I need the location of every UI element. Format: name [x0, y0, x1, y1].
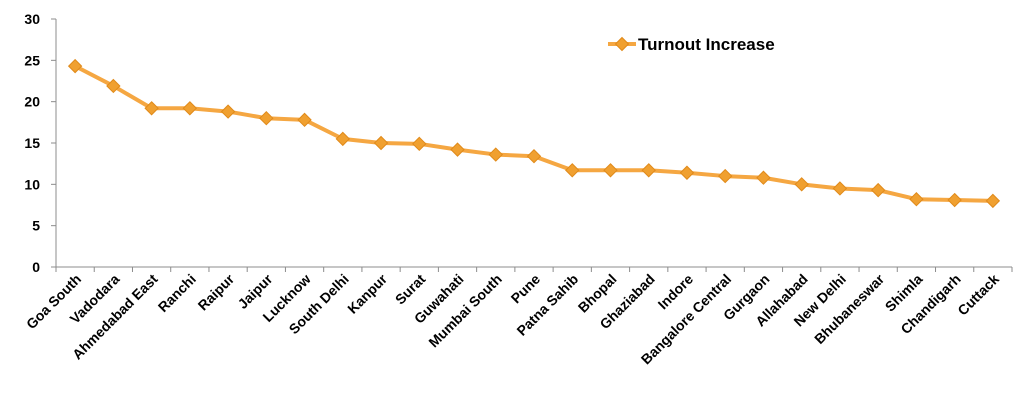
data-point-marker [756, 170, 771, 185]
legend: Turnout Increase [608, 35, 775, 54]
legend-marker [614, 36, 630, 52]
data-point-marker [297, 112, 312, 128]
data-point-marker [641, 163, 656, 178]
data-point-marker [832, 181, 848, 196]
data-point-marker [259, 110, 274, 126]
series-line [73, 64, 995, 203]
data-point-marker [794, 177, 809, 192]
data-point-marker [565, 163, 580, 178]
data-point-marker [335, 131, 351, 147]
x-category-label: Raipur [195, 270, 238, 313]
data-point-marker [144, 101, 159, 116]
data-point-marker [182, 101, 198, 116]
data-point-marker [679, 165, 695, 180]
data-point-marker [909, 192, 924, 207]
x-category-label: Bhubaneswar [811, 270, 888, 347]
series-layer [67, 58, 1001, 209]
y-axis: 0 5 10 15 20 25 30 [24, 11, 57, 275]
y-tick-label: 30 [24, 11, 40, 27]
x-category-label: Cuttack [954, 271, 1002, 319]
data-point-marker [488, 147, 503, 162]
data-point-marker [717, 168, 733, 184]
x-category-label: Kanpur [344, 270, 390, 316]
data-point-marker [603, 163, 618, 178]
data-point-marker [526, 149, 542, 164]
data-point-marker [450, 142, 465, 157]
data-point-marker [870, 182, 886, 198]
x-category-label: Pune [508, 271, 544, 307]
x-category-label: Ranchi [155, 271, 199, 315]
data-point-marker [947, 192, 962, 208]
data-point-marker [67, 58, 83, 74]
data-point-marker [220, 104, 236, 119]
data-point-marker [985, 193, 1001, 209]
y-tick-label: 5 [32, 218, 40, 234]
y-tick-label: 25 [24, 52, 40, 68]
y-tick-label: 0 [32, 259, 40, 275]
data-point-marker [412, 136, 427, 152]
y-tick-label: 20 [24, 94, 40, 110]
data-point-marker [373, 135, 389, 151]
y-tick-label: 15 [24, 135, 40, 151]
data-point-marker [106, 78, 121, 94]
y-tick-label: 10 [24, 176, 40, 192]
legend-label: Turnout Increase [638, 35, 775, 54]
